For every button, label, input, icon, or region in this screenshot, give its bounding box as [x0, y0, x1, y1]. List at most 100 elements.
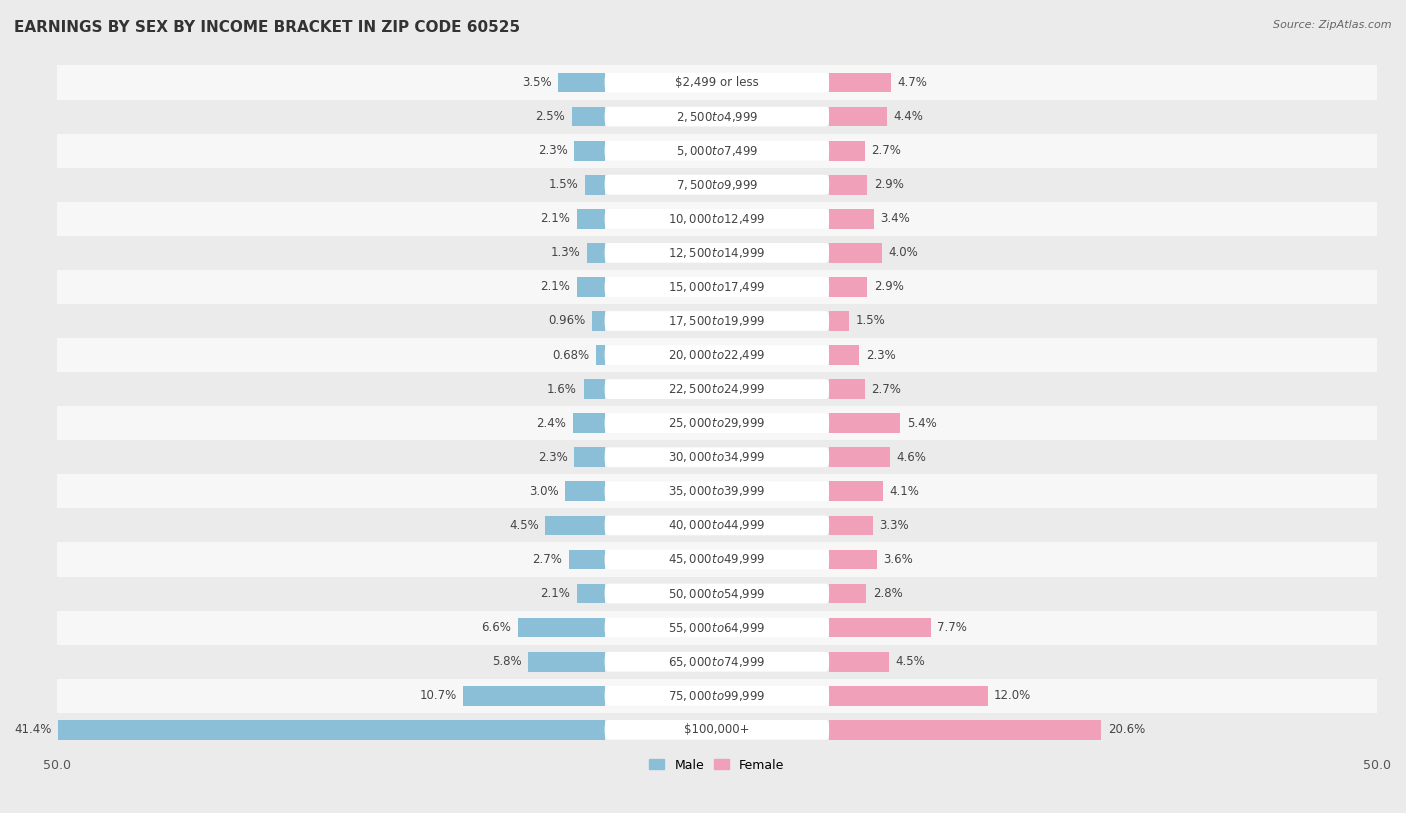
FancyBboxPatch shape [605, 141, 830, 160]
Text: $20,000 to $22,499: $20,000 to $22,499 [668, 348, 766, 362]
Text: 41.4%: 41.4% [14, 724, 52, 737]
FancyBboxPatch shape [605, 277, 830, 297]
Bar [830, 379, 865, 399]
Bar [558, 72, 605, 93]
Bar [830, 481, 883, 502]
Bar [56, 645, 1376, 679]
Bar [56, 99, 1376, 133]
FancyBboxPatch shape [605, 107, 830, 127]
Bar [830, 550, 876, 569]
Bar [596, 346, 605, 365]
Text: $2,499 or less: $2,499 or less [675, 76, 759, 89]
Text: $22,500 to $24,999: $22,500 to $24,999 [668, 382, 766, 396]
FancyBboxPatch shape [605, 618, 830, 637]
Text: 4.4%: 4.4% [894, 110, 924, 123]
Bar [830, 175, 868, 194]
Bar [830, 515, 873, 535]
Text: 2.7%: 2.7% [872, 383, 901, 396]
Bar [588, 243, 605, 263]
Text: $12,500 to $14,999: $12,500 to $14,999 [668, 246, 766, 260]
Text: 4.5%: 4.5% [509, 519, 538, 532]
Bar [56, 440, 1376, 474]
Bar [576, 209, 605, 228]
Text: $2,500 to $4,999: $2,500 to $4,999 [676, 110, 758, 124]
Bar [56, 542, 1376, 576]
Bar [574, 141, 605, 160]
Text: $35,000 to $39,999: $35,000 to $39,999 [668, 485, 766, 498]
Text: $65,000 to $74,999: $65,000 to $74,999 [668, 654, 766, 668]
Bar [830, 584, 866, 603]
Text: 1.5%: 1.5% [548, 178, 578, 191]
Bar [56, 406, 1376, 440]
Text: 7.7%: 7.7% [938, 621, 967, 634]
Text: $100,000+: $100,000+ [685, 724, 749, 737]
Bar [830, 686, 987, 706]
Bar [546, 515, 605, 535]
Bar [583, 379, 605, 399]
FancyBboxPatch shape [605, 346, 830, 365]
Bar [830, 209, 875, 228]
Text: 3.0%: 3.0% [529, 485, 558, 498]
Bar [529, 652, 605, 672]
Text: 2.9%: 2.9% [875, 280, 904, 293]
Bar [830, 346, 859, 365]
Bar [56, 611, 1376, 645]
Text: 2.1%: 2.1% [540, 280, 571, 293]
Text: 2.1%: 2.1% [540, 587, 571, 600]
Text: 5.8%: 5.8% [492, 655, 522, 668]
Text: $50,000 to $54,999: $50,000 to $54,999 [668, 586, 766, 601]
FancyBboxPatch shape [605, 413, 830, 433]
Text: 1.3%: 1.3% [551, 246, 581, 259]
Bar [56, 372, 1376, 406]
Bar [576, 277, 605, 297]
Bar [830, 141, 865, 160]
Text: 0.96%: 0.96% [548, 315, 585, 328]
Text: $15,000 to $17,499: $15,000 to $17,499 [668, 280, 766, 294]
Bar [569, 550, 605, 569]
Bar [56, 133, 1376, 167]
FancyBboxPatch shape [605, 652, 830, 672]
Bar [830, 413, 900, 433]
Bar [58, 720, 605, 740]
FancyBboxPatch shape [605, 72, 830, 93]
FancyBboxPatch shape [605, 379, 830, 399]
Text: $40,000 to $44,999: $40,000 to $44,999 [668, 519, 766, 533]
Bar [830, 107, 887, 127]
Text: $7,500 to $9,999: $7,500 to $9,999 [676, 178, 758, 192]
FancyBboxPatch shape [605, 481, 830, 502]
Text: 2.3%: 2.3% [538, 450, 568, 463]
Bar [56, 713, 1376, 747]
FancyBboxPatch shape [605, 720, 830, 740]
Bar [830, 311, 849, 331]
FancyBboxPatch shape [605, 175, 830, 194]
Text: 3.6%: 3.6% [883, 553, 912, 566]
Text: $30,000 to $34,999: $30,000 to $34,999 [668, 450, 766, 464]
Bar [56, 167, 1376, 202]
Legend: Male, Female: Male, Female [644, 754, 789, 776]
Bar [830, 277, 868, 297]
Bar [576, 584, 605, 603]
FancyBboxPatch shape [605, 447, 830, 467]
Bar [56, 338, 1376, 372]
Bar [517, 618, 605, 637]
Bar [572, 107, 605, 127]
Bar [830, 447, 890, 467]
Text: 1.5%: 1.5% [855, 315, 886, 328]
FancyBboxPatch shape [605, 311, 830, 331]
Text: 2.1%: 2.1% [540, 212, 571, 225]
Text: 12.0%: 12.0% [994, 689, 1032, 702]
Bar [56, 679, 1376, 713]
Text: 3.4%: 3.4% [880, 212, 910, 225]
Text: $75,000 to $99,999: $75,000 to $99,999 [668, 689, 766, 702]
Bar [830, 618, 931, 637]
Text: EARNINGS BY SEX BY INCOME BRACKET IN ZIP CODE 60525: EARNINGS BY SEX BY INCOME BRACKET IN ZIP… [14, 20, 520, 35]
Text: 1.6%: 1.6% [547, 383, 576, 396]
FancyBboxPatch shape [605, 209, 830, 228]
Text: 2.7%: 2.7% [872, 144, 901, 157]
FancyBboxPatch shape [605, 686, 830, 706]
Text: 4.5%: 4.5% [896, 655, 925, 668]
Bar [830, 243, 882, 263]
Bar [574, 413, 605, 433]
Text: $5,000 to $7,499: $5,000 to $7,499 [676, 144, 758, 158]
Bar [56, 270, 1376, 304]
